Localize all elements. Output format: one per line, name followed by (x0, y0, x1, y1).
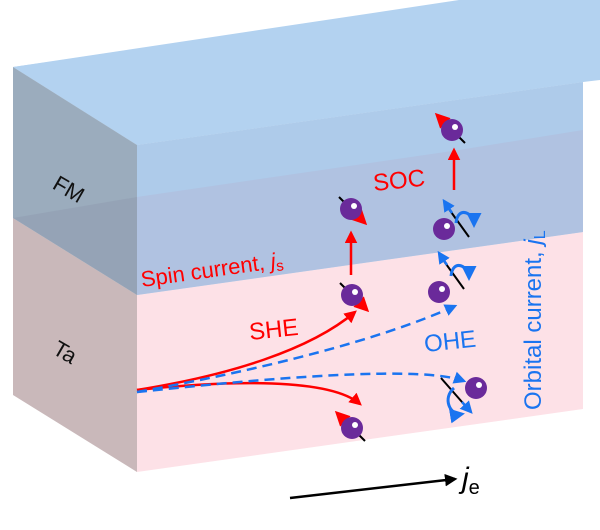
fm-top-face-extension (13, 0, 600, 145)
she-upper-path (136, 310, 357, 392)
charge-current-label: je (458, 462, 480, 499)
electron-orbital-bottom (440, 377, 487, 424)
ohe-upper-path (136, 304, 458, 394)
fm-side-inner-shade (13, 197, 137, 295)
she-label: SHE (248, 314, 300, 346)
ta-side-face (13, 218, 137, 472)
electron-spin-fm (338, 196, 368, 226)
electron-orbital-interface (428, 250, 477, 303)
electron-orbital-fm (433, 198, 482, 240)
soc-label: SOC (372, 165, 427, 197)
orbital-current-label: Orbital current, jL (520, 230, 549, 410)
electron-spin-top (434, 112, 466, 144)
ohe-label: OHE (423, 326, 478, 358)
electron-spin-interface (339, 282, 370, 313)
charge-current-arrow (289, 473, 458, 500)
electron-spin-bottom (334, 410, 366, 442)
ohe-lower-path (136, 371, 467, 394)
